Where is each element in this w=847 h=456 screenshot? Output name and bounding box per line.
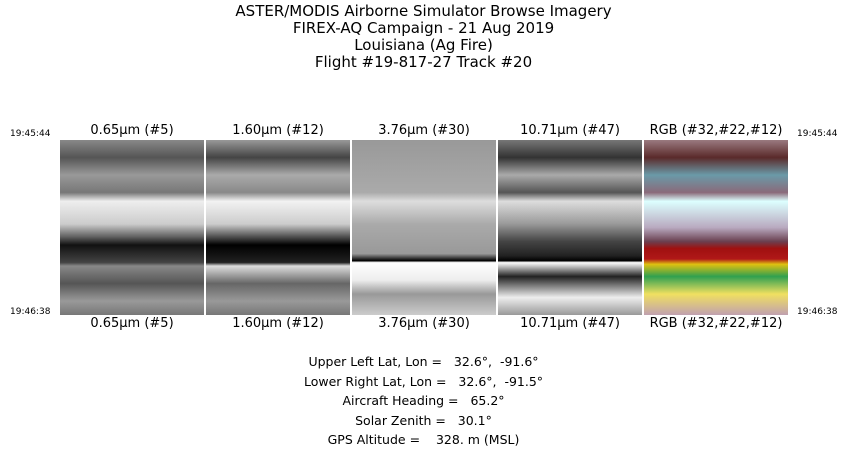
- start-time-left: 19:45:44: [10, 129, 51, 139]
- title-line-4: Flight #19-817-27 Track #20: [314, 53, 533, 71]
- image-panel-rgb: [644, 140, 788, 315]
- upper-left-latlon: Upper Left Lat, Lon = 32.6°, -91.6°: [308, 354, 539, 369]
- panel-label-top-2: 1.60μm (#12): [232, 123, 324, 138]
- image-panel-1.60um: [206, 140, 350, 315]
- lower-right-latlon: Lower Right Lat, Lon = 32.6°, -91.5°: [303, 373, 544, 389]
- title-block: ASTER/MODIS Airborne Simulator Browse Im…: [0, 3, 847, 71]
- title-line-2: FIREX-AQ Campaign - 21 Aug 2019: [292, 19, 555, 37]
- panel-label-top-1: 0.65μm (#5): [90, 123, 174, 138]
- panel-label-bottom-1: 0.65μm (#5): [90, 316, 174, 331]
- panel-label-top-5: RGB (#32,#22,#12): [649, 123, 783, 138]
- panel-label-bottom-2: 1.60μm (#12): [232, 316, 324, 331]
- panel-label-bottom-3: 3.76μm (#30): [378, 316, 470, 331]
- solar-zenith: Solar Zenith = 30.1°: [355, 412, 492, 428]
- title-line-1: ASTER/MODIS Airborne Simulator Browse Im…: [235, 2, 612, 20]
- image-panel-10.71um: [498, 140, 642, 315]
- flight-info: Upper Left Lat, Lon = 32.6°, -91.6° Lowe…: [0, 352, 847, 450]
- image-panel-3.76um: [352, 140, 496, 315]
- aircraft-heading: Aircraft Heading = 65.2°: [342, 393, 505, 408]
- panel-label-bottom-4: 10.71μm (#47): [520, 316, 620, 331]
- start-time-right: 19:45:44: [797, 129, 838, 139]
- image-panel-0.65um: [60, 140, 204, 315]
- title-line-3: Louisiana (Ag Fire): [354, 36, 493, 54]
- panel-label-bottom-5: RGB (#32,#22,#12): [649, 316, 783, 331]
- panel-label-top-3: 3.76μm (#30): [378, 123, 470, 138]
- gps-altitude: GPS Altitude = 328. m (MSL): [327, 432, 520, 447]
- end-time-right: 19:46:38: [797, 307, 838, 317]
- panel-label-top-4: 10.71μm (#47): [520, 123, 620, 138]
- end-time-left: 19:46:38: [10, 307, 51, 317]
